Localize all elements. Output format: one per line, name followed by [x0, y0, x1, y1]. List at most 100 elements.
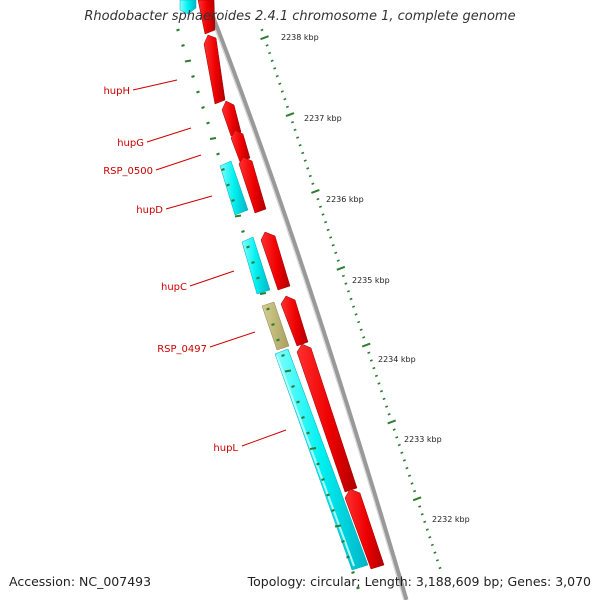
inner-tick-mark: [231, 199, 235, 202]
outer-tick-mark: [344, 282, 348, 285]
outer-tick-mark: [428, 536, 432, 539]
kbp-tick-label: 2233 kbp: [404, 435, 442, 444]
outer-tick-mark: [321, 213, 325, 216]
gene-red-hupC: [260, 231, 291, 291]
outer-tick-mark: [351, 305, 356, 308]
inner-tick-mark: [184, 59, 192, 63]
inner-tick-mark: [256, 276, 260, 280]
outer-tick-mark: [311, 182, 315, 185]
inner-tick-mark: [291, 385, 295, 388]
outer-tick-mark: [410, 482, 414, 485]
inner-tick-mark: [321, 478, 325, 481]
gene-label: hupC: [161, 282, 187, 293]
inner-tick-mark: [266, 307, 270, 311]
gene-label: hupG: [117, 138, 144, 149]
inner-tick-mark: [276, 338, 280, 342]
outer-tick-mark: [418, 505, 422, 508]
gene-hupG: [221, 100, 242, 137]
inner-tick-mark: [341, 540, 345, 543]
gene-top-forward: [197, 0, 216, 35]
kbp-tick-label: 2237 kbp: [304, 114, 342, 123]
outer-tick-mark: [283, 97, 287, 101]
outer-tick-mark: [413, 489, 417, 493]
gene-label-leader: [209, 331, 256, 348]
gene-red-hupL: [296, 343, 358, 493]
outer-tick-mark: [397, 443, 401, 447]
inner-tick-row: [176, 28, 360, 590]
kbp-tick-label: 2238 kbp: [281, 33, 319, 42]
outer-tick-mark: [341, 274, 345, 278]
outer-tick-mark: [308, 174, 312, 178]
inner-tick-mark: [226, 183, 230, 187]
outer-tick-mark: [329, 236, 333, 239]
outer-tick-mark: [265, 44, 269, 47]
outer-tick-mark: [420, 512, 424, 516]
gene-label: RSP_0500: [103, 166, 153, 177]
outer-tick-mark: [400, 451, 404, 454]
outer-tick-mark: [385, 405, 389, 408]
outer-tick-mark: [382, 397, 386, 401]
outer-tick-mark: [361, 342, 371, 348]
outer-tick-mark: [326, 228, 330, 232]
inner-tick-mark: [346, 555, 350, 559]
outer-tick-mark: [334, 251, 338, 255]
inner-tick-mark: [209, 137, 217, 140]
inner-tick-mark: [201, 106, 205, 109]
gene-label: RSP_0497: [157, 344, 207, 355]
inner-tick-mark: [331, 509, 335, 512]
inner-tick-mark: [309, 447, 317, 450]
outer-tick-mark: [260, 28, 264, 32]
gene-red-RSP_0497: [280, 295, 309, 347]
outer-tick-mark: [374, 374, 378, 378]
outer-tick-mark: [405, 466, 409, 470]
inner-tick-mark: [334, 524, 342, 528]
gene-red-hupS: [344, 488, 385, 570]
outer-tick-mark: [298, 144, 302, 147]
inner-tick-mark: [296, 400, 300, 404]
outer-tick-mark: [285, 105, 289, 109]
gene-hupL-shade: [276, 355, 355, 567]
outer-tick-mark: [425, 528, 429, 531]
outer-tick-mark: [369, 359, 373, 362]
outer-tick-mark: [324, 220, 328, 224]
inner-tick-mark: [251, 261, 255, 264]
outer-tick-mark: [306, 167, 310, 170]
gene-label-leader: [132, 79, 178, 91]
outer-tick-mark: [387, 419, 397, 425]
outer-tick-mark: [372, 366, 376, 370]
inner-tick-mark: [221, 168, 225, 171]
outer-tick-mark: [275, 74, 279, 78]
genome-backbone-highlight: [203, 0, 405, 600]
gene-hupH: [203, 34, 226, 105]
inner-tick-mark: [326, 493, 330, 497]
gene-label-leader: [241, 429, 287, 447]
outer-tick-mark: [311, 188, 320, 194]
inner-tick-mark: [206, 121, 210, 125]
genome-title: Rhodobacter sphaeroides 2.4.1 chromosome…: [84, 9, 516, 24]
outer-tick-mark: [435, 559, 440, 562]
outer-tick-mark: [318, 205, 323, 209]
gene-RSP_0497: [261, 301, 290, 351]
outer-tick-mark: [423, 520, 427, 524]
genome-backbone: [203, 0, 409, 600]
gene-label-leader: [146, 127, 192, 143]
inner-tick-mark: [196, 90, 200, 94]
kbp-tick-label: 2236 kbp: [326, 195, 364, 204]
outer-tick-mark: [433, 551, 437, 554]
outer-tick-mark: [280, 90, 284, 93]
genome-summary: Topology: circular; Length: 3,188,609 bp…: [247, 574, 591, 589]
outer-tick-mark: [392, 428, 396, 431]
outer-tick-mark: [359, 328, 363, 331]
gene-label-leader: [165, 195, 213, 210]
inner-tick-mark: [191, 75, 195, 78]
outer-tick-mark: [379, 389, 384, 393]
gene-label-leader: [155, 154, 202, 171]
gene-hupD: [219, 160, 249, 216]
outer-tick-row: [260, 28, 442, 570]
outer-tick-mark: [260, 35, 269, 41]
outer-tick-mark: [301, 151, 305, 155]
kbp-tick-labels: 2238 kbp 2237 kbp 2236 kbp 2235 kbp 2234 kbp…: [281, 33, 470, 524]
gene-red-hupD: [238, 156, 267, 214]
outer-tick-mark: [336, 265, 346, 271]
inner-tick-mark: [281, 354, 285, 357]
